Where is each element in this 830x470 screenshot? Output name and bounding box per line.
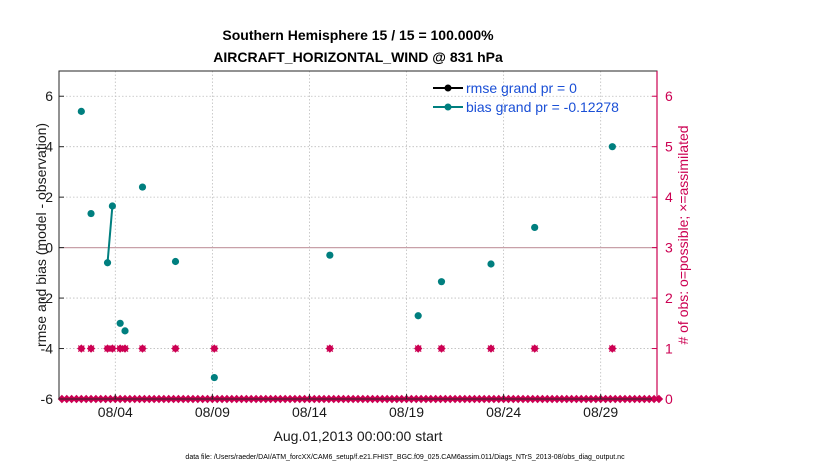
- obs-assimilated-marker: [210, 345, 218, 352]
- obs-assimilated-marker: [121, 345, 129, 352]
- bias-point: [108, 202, 116, 210]
- bias-point: [116, 319, 124, 327]
- y-tick-label: 0: [45, 240, 53, 256]
- y2-tick-label: 2: [665, 290, 673, 306]
- legend-bias-label: bias grand pr = -0.12278: [466, 99, 619, 115]
- bias-point: [608, 143, 616, 151]
- bias-point: [103, 259, 112, 267]
- x-tick-label: 08/29: [583, 404, 618, 420]
- obs-assimilated-marker: [172, 345, 179, 352]
- y-axis-right: 0 1 2 3 4 5 6: [652, 88, 673, 407]
- y-axis-left: -6 -4 -2 0 2 4 6: [41, 88, 64, 407]
- obs-assimilated-marker: [116, 345, 124, 352]
- y-tick-label: 6: [45, 88, 53, 104]
- y2-tick-label: 4: [665, 189, 673, 205]
- x-tick-label: 08/14: [292, 404, 327, 420]
- chart-title: Southern Hemisphere 15 / 15 = 100.000%: [222, 27, 494, 43]
- obs-assimilated-marker: [87, 345, 95, 352]
- y-tick-label: -2: [41, 290, 54, 306]
- legend: rmse grand pr = 0 bias grand pr = -0.122…: [433, 80, 619, 115]
- y2-axis-label: # of obs: o=possible; ×=assimilated: [675, 125, 691, 344]
- grid: [59, 71, 657, 400]
- y2-tick-label: 1: [665, 341, 673, 357]
- chart-subtitle: AIRCRAFT_HORIZONTAL_WIND @ 831 hPa: [213, 49, 503, 65]
- obs-assimilated-marker: [139, 345, 146, 352]
- bias-point: [210, 373, 218, 382]
- bias-point: [77, 107, 85, 115]
- legend-rmse-label: rmse grand pr = 0: [466, 80, 577, 96]
- bias-series: [77, 107, 616, 382]
- bias-point: [531, 223, 539, 232]
- obs-assimilated-marker: [108, 345, 116, 352]
- y2-tick-label: 5: [665, 139, 673, 155]
- y-tick-label: -4: [41, 341, 54, 357]
- y2-tick-label: 6: [665, 88, 673, 104]
- x-tick-label: 08/09: [195, 404, 230, 420]
- obs-assimilated-marker: [104, 345, 111, 352]
- y2-tick-label: 3: [665, 240, 673, 256]
- bias-point: [326, 251, 334, 259]
- y-axis-label: rmse and bias (model - observation): [33, 123, 49, 347]
- obs-assimilated-marker: [608, 345, 616, 352]
- y-tick-label: 4: [45, 139, 53, 155]
- obs-assimilated-marker: [326, 345, 334, 352]
- obs-layer: [57, 344, 664, 404]
- x-tick-label: 08/19: [389, 404, 424, 420]
- x-axis-label: Aug.01,2013 00:00:00 start: [274, 428, 443, 444]
- bias-point: [414, 312, 422, 320]
- legend-rmse-marker: [444, 84, 452, 92]
- y-tick-label: -6: [41, 391, 54, 407]
- x-tick-label: 08/24: [486, 404, 521, 420]
- bias-point: [487, 260, 495, 268]
- obs-assimilated-marker: [487, 345, 495, 352]
- bias-line-segment: [106, 205, 114, 263]
- obs-assimilated-marker: [438, 345, 445, 352]
- bias-point: [171, 257, 180, 266]
- legend-bias-marker: [444, 103, 452, 111]
- footnote: data file: /Users/raeder/DAI/ATM_forcXX/…: [185, 454, 625, 461]
- x-axis: 08/04 08/09 08/14 08/19 08/24 08/29: [98, 394, 618, 420]
- bias-point: [437, 278, 446, 286]
- bias-point: [138, 183, 147, 191]
- y-tick-label: 2: [45, 189, 53, 205]
- obs-assimilated-marker: [77, 345, 85, 352]
- obs-assimilated-marker: [414, 345, 422, 352]
- y2-tick-label: 0: [665, 391, 673, 407]
- obs-assimilated-marker: [531, 345, 539, 352]
- x-tick-label: 08/04: [98, 404, 133, 420]
- plot-frame: [58, 70, 658, 400]
- bias-point: [121, 327, 129, 335]
- bias-point: [87, 209, 95, 218]
